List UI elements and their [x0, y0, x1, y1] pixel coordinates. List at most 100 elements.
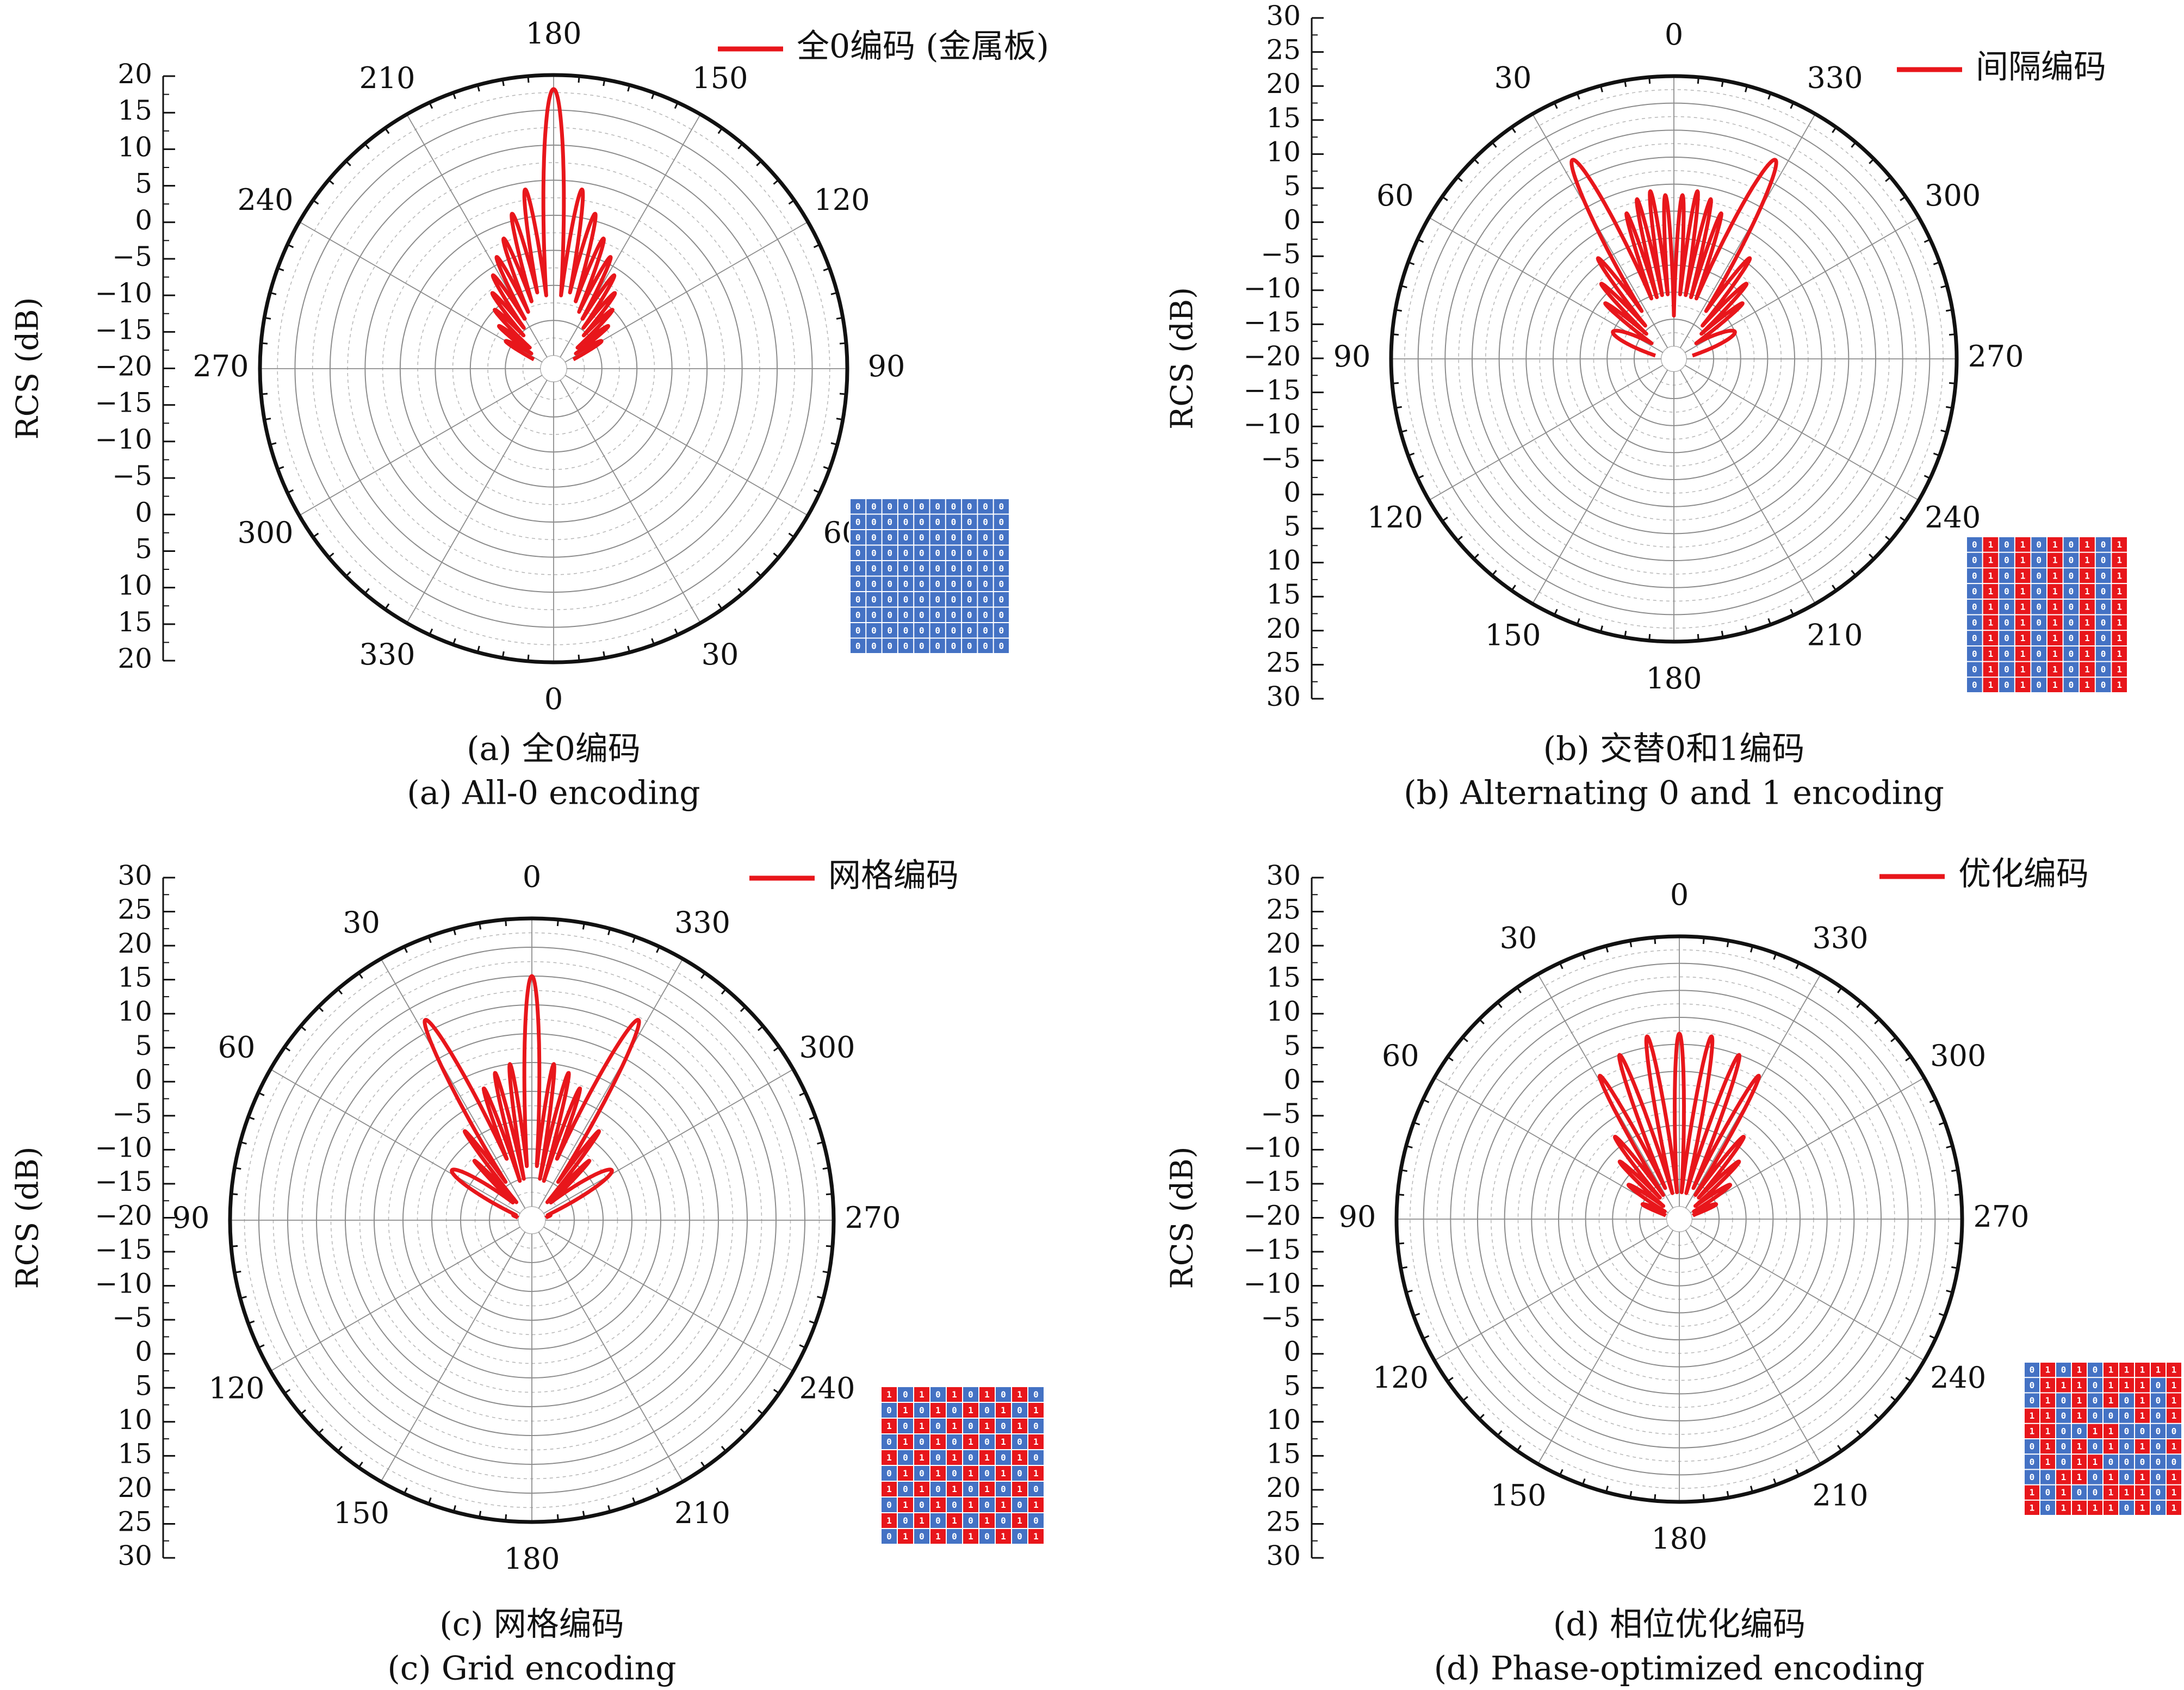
coding-cell	[2104, 1470, 2118, 1484]
coding-cell	[2025, 1470, 2039, 1484]
coding-cell	[2119, 1408, 2134, 1423]
coding-cell	[930, 1450, 946, 1465]
coding-cell-bit: 0	[999, 563, 1004, 574]
coding-cell	[2080, 584, 2095, 599]
coding-cell-bit: 1	[2052, 555, 2058, 566]
coding-cell	[2167, 1424, 2181, 1438]
coding-cell-bit: 0	[919, 1531, 925, 1542]
coding-cell-bit: 0	[855, 625, 861, 636]
coding-cell-bit: 0	[2036, 649, 2042, 659]
outer-tick	[1954, 1242, 1962, 1245]
coding-cell	[930, 514, 945, 529]
coding-cell	[930, 1434, 946, 1449]
coding-cell	[898, 1419, 913, 1433]
outer-tick	[830, 291, 837, 295]
r-tick-label: 10	[117, 131, 152, 163]
coding-cell	[914, 1387, 929, 1402]
outer-tick	[1832, 127, 1837, 133]
outer-tick	[358, 972, 363, 979]
coding-cell-bit: 0	[935, 1421, 941, 1431]
coding-cell-bit: 0	[1033, 1421, 1039, 1431]
coding-cell-bit: 0	[2004, 664, 2009, 674]
outer-tick	[1750, 1486, 1754, 1493]
coding-cell-bit: 0	[2093, 1442, 2098, 1452]
coding-cell	[963, 1482, 978, 1496]
outer-tick	[1423, 1335, 1430, 1340]
coding-cell	[2072, 1378, 2087, 1393]
outer-tick	[1790, 608, 1795, 616]
series-line	[490, 87, 617, 362]
coding-cell	[2072, 1470, 2087, 1484]
coding-cell	[1983, 615, 1999, 630]
angle-label: 120	[208, 1371, 264, 1406]
coding-cell	[2095, 615, 2111, 630]
coding-cell-bit: 1	[1988, 649, 1994, 659]
coding-cell-bit: 0	[1972, 617, 1977, 627]
coding-cell	[2025, 1408, 2039, 1423]
outer-tick	[817, 1141, 824, 1145]
outer-tick	[328, 179, 334, 185]
coding-cell-bit: 1	[2093, 1426, 2098, 1436]
coding-cell-bit: 0	[952, 1500, 957, 1510]
coding-cell-bit: 0	[1033, 1452, 1039, 1463]
coding-cell-bit: 0	[2030, 1442, 2035, 1452]
outer-tick	[756, 160, 762, 166]
outer-tick	[607, 1505, 611, 1512]
coding-cell-bit: 0	[2061, 1365, 2067, 1375]
r-tick-label: 10	[117, 1404, 152, 1436]
outer-tick	[479, 1511, 482, 1518]
coding-cell-bit: 1	[2077, 1365, 2082, 1375]
angle-label: 150	[1485, 618, 1541, 653]
coding-cell	[2015, 537, 2031, 552]
series-line	[423, 974, 641, 1220]
grid-spoke	[538, 1232, 684, 1482]
coding-cell	[914, 1450, 929, 1465]
caption-en: (d) Phase-optimized encoding	[1434, 1650, 1925, 1688]
coding-cell-bit: 0	[1972, 664, 1977, 674]
outer-tick	[1767, 618, 1772, 625]
outer-tick	[809, 1116, 816, 1120]
coding-cell-bit: 0	[887, 610, 892, 620]
coding-cell	[851, 499, 866, 514]
outer-tick	[270, 442, 277, 446]
coding-cell-bit: 0	[967, 641, 972, 651]
coding-cell-bit: 0	[2101, 586, 2106, 597]
coding-cell-bit: 1	[1988, 586, 1994, 597]
coding-cell-bit: 0	[2156, 1472, 2161, 1482]
coding-cell-bit: 0	[935, 641, 940, 651]
coding-cell	[2095, 646, 2111, 661]
outer-tick	[1795, 1469, 1800, 1476]
grid-spoke	[406, 380, 548, 624]
caption-en: (b) Alternating 0 and 1 encoding	[1404, 774, 1944, 812]
coding-cell-bit: 0	[871, 594, 877, 605]
coding-cell	[1999, 552, 2014, 568]
outer-tick	[1605, 1486, 1609, 1493]
coding-cell-bit: 0	[2036, 586, 2042, 597]
coding-cell-bit: 0	[2069, 617, 2074, 627]
outer-tick	[813, 244, 821, 248]
coding-cell	[2167, 1378, 2181, 1393]
coding-cell	[866, 561, 882, 576]
coding-cell	[979, 1498, 995, 1512]
coding-cell	[946, 576, 961, 591]
coding-cell-bit: 0	[903, 641, 909, 651]
outer-tick	[757, 1026, 764, 1032]
coding-cell	[898, 514, 914, 529]
coding-cell-bit: 0	[2061, 1395, 2067, 1406]
coding-cell-bit: 0	[887, 625, 892, 636]
coding-cell-bit: 0	[871, 548, 877, 558]
outer-tick	[717, 603, 723, 610]
outer-tick	[1479, 1414, 1485, 1420]
coding-cell	[2104, 1363, 2118, 1377]
coding-cell-bit: 1	[1988, 570, 1994, 581]
coding-cell	[2151, 1485, 2166, 1500]
coding-cell-bit: 0	[2061, 1426, 2067, 1436]
outer-tick	[1497, 1430, 1503, 1437]
angle-label: 210	[1807, 618, 1863, 653]
coding-cell	[2112, 678, 2127, 692]
coding-cell-bit: 0	[886, 1500, 892, 1510]
coding-cell	[2015, 552, 2031, 568]
coding-cell	[2167, 1408, 2181, 1423]
coding-cell	[963, 1403, 978, 1418]
coding-cell	[1028, 1466, 1044, 1481]
